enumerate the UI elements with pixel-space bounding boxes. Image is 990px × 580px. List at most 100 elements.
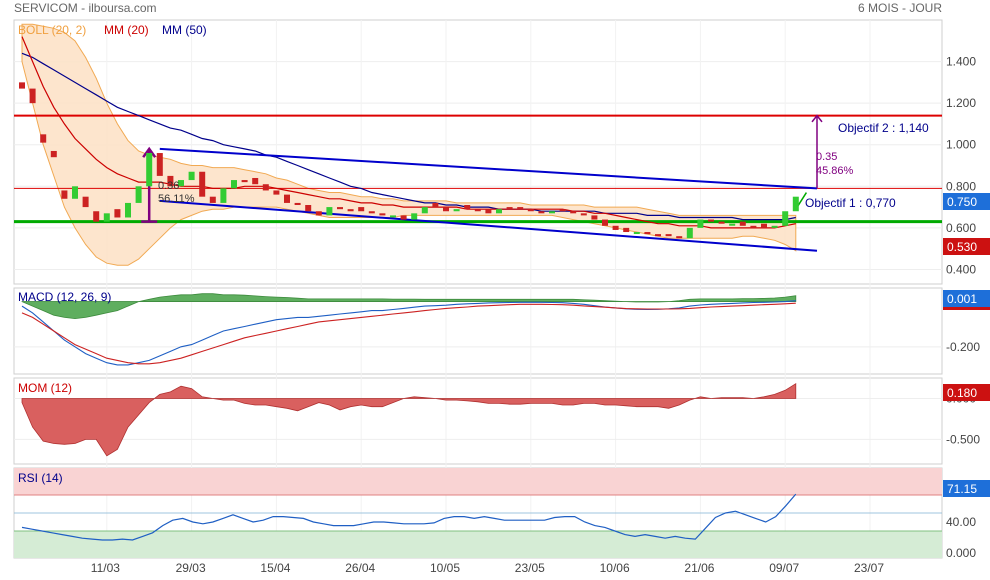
- candle: [750, 225, 757, 228]
- macd-y-tick: -0.200: [946, 340, 980, 354]
- legend-boll: BOLL (20, 2): [18, 23, 86, 37]
- candle: [633, 232, 640, 235]
- candle: [178, 180, 184, 187]
- rsi-y-tick: 40.00: [946, 515, 976, 529]
- candle: [209, 196, 216, 203]
- candle: [262, 184, 269, 191]
- rsi-line: [21, 493, 797, 541]
- candle: [485, 209, 492, 214]
- price-y-tick: 1.000: [946, 138, 976, 152]
- candle: [29, 88, 36, 104]
- candle: [50, 150, 57, 158]
- macd-badge: 0.001: [943, 290, 990, 310]
- candle: [612, 225, 619, 230]
- left-pct-label: 56.11%: [158, 193, 195, 205]
- objectif2-label: Objectif 2 : 1,140: [838, 121, 929, 135]
- candle: [156, 153, 163, 176]
- candle: [443, 207, 449, 212]
- candle: [527, 209, 534, 212]
- right-move-arrowhead: [811, 114, 823, 123]
- candle: [506, 207, 513, 210]
- price-badge-text: 0.750: [947, 195, 977, 209]
- candle: [252, 177, 259, 185]
- candle: [591, 215, 598, 220]
- candle: [665, 234, 672, 237]
- mom-y-tick: -0.500: [946, 432, 980, 446]
- legend-mm50: MM (50): [162, 23, 207, 37]
- candle: [761, 223, 767, 228]
- candle: [580, 213, 587, 216]
- candle: [273, 190, 280, 195]
- candle: [400, 215, 407, 220]
- mom-area: [21, 382, 797, 457]
- candle: [315, 211, 322, 216]
- candle: [517, 207, 524, 210]
- candle: [390, 215, 396, 218]
- candle: [771, 225, 778, 228]
- price-y-tick: 0.400: [946, 262, 976, 276]
- rsi-y-tick: 0.000: [946, 546, 976, 560]
- candle: [125, 202, 131, 218]
- candle: [474, 209, 481, 212]
- candle: [93, 211, 100, 222]
- candle: [697, 219, 704, 228]
- price-y-tick: 1.400: [946, 55, 976, 69]
- rsi-oversold-zone: [14, 531, 942, 558]
- x-tick-label: 11/03: [91, 561, 120, 575]
- candle: [347, 209, 354, 212]
- legend-mom: MOM (12): [18, 381, 72, 395]
- candle: [294, 202, 301, 206]
- macd-line: [21, 300, 796, 366]
- candle: [146, 153, 153, 187]
- right-pct-label: 45.86%: [816, 165, 854, 177]
- candle: [421, 207, 428, 214]
- price-y-tick: 1.200: [946, 96, 976, 110]
- candle: [231, 180, 237, 189]
- right-move-label: 0.35: [816, 151, 837, 163]
- candle: [729, 223, 736, 226]
- channel-upper-line: [159, 147, 818, 190]
- objectif1-label: Objectif 1 : 0,770: [805, 196, 896, 210]
- legend-macd: MACD (12, 26, 9): [18, 290, 111, 304]
- candle: [61, 190, 68, 199]
- candle: [538, 211, 545, 214]
- candle: [739, 221, 746, 226]
- candle: [464, 205, 471, 210]
- candle: [72, 186, 78, 199]
- chart-title: SERVICOM - ilboursa.com: [14, 1, 157, 15]
- candle: [337, 207, 343, 210]
- candle: [188, 171, 195, 181]
- x-tick-label: 09/07: [769, 561, 799, 575]
- candle: [326, 207, 333, 216]
- candle: [379, 213, 386, 216]
- candle: [135, 186, 142, 203]
- channel-lower-line: [159, 199, 818, 252]
- candle: [602, 219, 608, 226]
- period-label: 6 MOIS - JOUR: [857, 1, 942, 15]
- candle: [686, 227, 693, 239]
- mom-badge: 0.180: [943, 384, 990, 401]
- candle: [103, 213, 110, 222]
- x-tick-label: 10/06: [600, 561, 630, 575]
- candle: [655, 234, 661, 237]
- candle: [792, 196, 799, 212]
- rsi-overbought-zone: [14, 468, 942, 495]
- x-tick-label: 23/05: [515, 561, 545, 575]
- candle: [40, 134, 47, 143]
- x-tick-label: 15/04: [260, 561, 290, 575]
- candle: [496, 209, 502, 214]
- legend-mm20: MM (20): [104, 23, 149, 37]
- left-move-arrowhead: [142, 146, 157, 158]
- candle: [676, 236, 683, 239]
- candle: [241, 180, 248, 183]
- price-y-tick: 0.800: [946, 179, 976, 193]
- candle: [167, 175, 174, 187]
- price-y-tick: 0.600: [946, 221, 976, 235]
- candle: [453, 209, 460, 212]
- legend-rsi: RSI (14): [18, 471, 63, 485]
- candle: [411, 213, 418, 220]
- candle: [623, 227, 630, 233]
- x-tick-label: 26/04: [345, 561, 375, 575]
- x-tick-label: 10/05: [430, 561, 460, 575]
